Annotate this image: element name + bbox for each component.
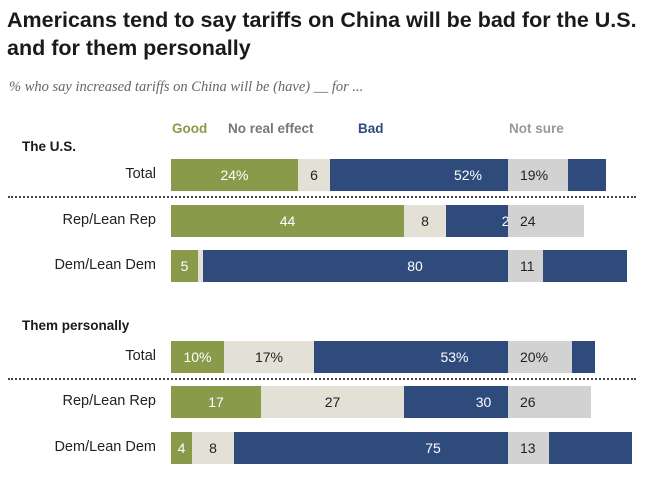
bar-not-sure-g0-r2: 11 xyxy=(508,250,543,282)
bar-good-g1-r1: 17 xyxy=(171,386,261,418)
bar-not-sure-g0-r0: 19% xyxy=(508,159,568,191)
bar-good-g0-r2: 5 xyxy=(171,250,198,282)
bar-good-g0-r1: 44 xyxy=(171,205,404,237)
bar-label-no-effect: 8 xyxy=(209,440,217,456)
bar-no-effect-g0-r0: 6 xyxy=(298,159,330,191)
bar-not-sure-g1-r0: 20% xyxy=(508,341,572,373)
legend-bad: Bad xyxy=(358,121,384,136)
bar-label-good: 44 xyxy=(279,213,296,229)
bar-not-sure-g0-r1: 24 xyxy=(508,205,584,237)
bar-label-not-sure: 24 xyxy=(520,213,536,229)
divider-us xyxy=(8,196,636,198)
group-label-us: The U.S. xyxy=(22,139,77,154)
group-label-personally: Them personally xyxy=(22,318,130,333)
bar-label-no-effect: 6 xyxy=(310,167,318,183)
bar-not-sure-g1-r2: 13 xyxy=(508,432,549,464)
legend-not-sure: Not sure xyxy=(509,121,564,136)
row-label: Total xyxy=(125,348,156,364)
bar-label-not-sure: 11 xyxy=(520,258,535,274)
bar-label-not-sure: 13 xyxy=(520,440,536,456)
bar-label-bad: 80 xyxy=(407,258,423,274)
bar-label-not-sure: 19% xyxy=(520,167,549,183)
bar-label-bad: 52% xyxy=(453,167,483,183)
bar-no-effect-g0-r2 xyxy=(198,250,203,282)
bar-label-good: 10% xyxy=(183,349,212,365)
legend-good: Good xyxy=(172,121,208,136)
bar-no-effect-g0-r1: 8 xyxy=(404,205,446,237)
divider-personally xyxy=(8,378,636,380)
bar-label-no-effect: 27 xyxy=(324,394,341,410)
bar-label-bad: 75 xyxy=(425,440,441,456)
bar-label-no-effect: 17% xyxy=(254,349,284,365)
bar-label-bad: 30 xyxy=(475,394,492,410)
bar-label-bad: 53% xyxy=(440,349,469,365)
bar-good-g1-r0: 10% xyxy=(171,341,224,373)
row-label: Rep/Lean Rep xyxy=(62,393,156,409)
row-label: Dem/Lean Dem xyxy=(54,257,156,273)
bar-bad-g1-r2: 75 xyxy=(234,432,632,464)
bar-label-good: 24% xyxy=(220,167,249,183)
bar-no-effect-g1-r2: 8 xyxy=(192,432,234,464)
bar-label-no-effect: 8 xyxy=(421,213,429,229)
bar-label-good: 4 xyxy=(177,440,186,456)
bar-not-sure-g1-r1: 26 xyxy=(508,386,591,418)
bar-good-g0-r0: 24% xyxy=(171,159,298,191)
bar-no-effect-g1-r1: 27 xyxy=(261,386,404,418)
bar-label-not-sure: 26 xyxy=(520,394,536,410)
bar-bad-g0-r2: 80 xyxy=(203,250,627,282)
bar-no-effect-g1-r0: 17% xyxy=(224,341,314,373)
chart-title: Americans tend to say tariffs on China w… xyxy=(7,8,637,60)
bar-label-not-sure: 20% xyxy=(520,349,549,365)
legend-no-effect: No real effect xyxy=(228,121,314,136)
row-label: Total xyxy=(125,166,156,182)
bar-label-good: 17 xyxy=(208,394,224,410)
chart-subtitle: % who say increased tariffs on China wil… xyxy=(9,79,364,95)
bar-label-good: 5 xyxy=(180,258,189,274)
bar-good-g1-r2: 4 xyxy=(171,432,192,464)
row-label: Rep/Lean Rep xyxy=(62,212,156,228)
row-label: Dem/Lean Dem xyxy=(54,439,156,455)
